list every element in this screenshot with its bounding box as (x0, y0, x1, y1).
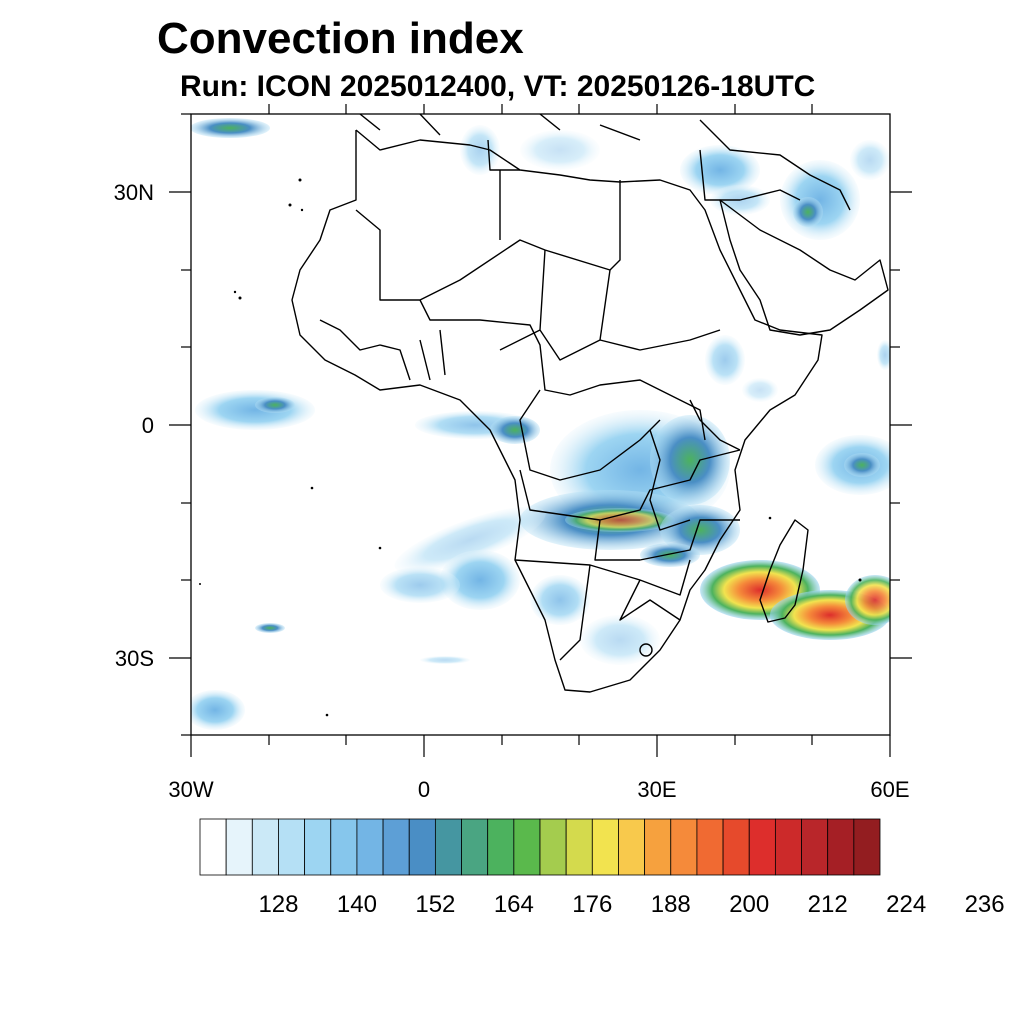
axis-ticks (169, 104, 912, 757)
colorbar-label: 164 (494, 891, 534, 918)
y-tick-label: 0 (142, 413, 154, 438)
colorbar-swatch (696, 818, 724, 876)
colorbar-label: 212 (808, 891, 848, 918)
y-tick-label: 30S (115, 646, 154, 671)
colorbar-swatch (434, 818, 462, 876)
colorbar-swatch (356, 818, 384, 876)
colorbar-swatch (565, 818, 593, 876)
colorbar-swatch (330, 818, 358, 876)
y-tick-label: 30N (114, 180, 154, 205)
map-panel (191, 114, 890, 735)
coastlines (291, 114, 889, 693)
colorbar-swatch (513, 818, 541, 876)
colorbar-label: 140 (337, 891, 377, 918)
y-tick-labels: 30N 0 30S (114, 180, 154, 671)
colorbar-swatch (670, 818, 698, 876)
colorbar-swatch (618, 818, 646, 876)
colorbar-swatch (382, 818, 410, 876)
colorbar-label: 176 (572, 891, 612, 918)
colorbar-swatch (487, 818, 515, 876)
colorbar-swatch (225, 818, 253, 876)
colorbar-swatch (722, 818, 750, 876)
colorbar-label: 200 (729, 891, 769, 918)
x-tick-labels: 30W 0 30E 60E (168, 777, 909, 802)
colorbar-swatch (199, 818, 227, 876)
colorbar-swatch (539, 818, 567, 876)
colorbar-swatch (304, 818, 332, 876)
convection-field (191, 118, 890, 730)
colorbar-swatch (748, 818, 776, 876)
colorbar-swatch (461, 818, 489, 876)
x-tick-label: 30W (168, 777, 213, 802)
colorbar-swatch (827, 818, 855, 876)
colorbar-swatch (408, 818, 436, 876)
colorbar-swatch (644, 818, 672, 876)
colorbar-label: 224 (886, 891, 926, 918)
x-tick-label: 0 (418, 777, 430, 802)
x-tick-label: 60E (870, 777, 909, 802)
colorbar-label: 188 (651, 891, 691, 918)
colorbar-swatch (801, 818, 829, 876)
colorbar: 128 140 152 164 176 188 200 212 224 236 (199, 818, 1005, 918)
colorbar-swatch (251, 818, 279, 876)
colorbar-swatch (774, 818, 802, 876)
islands (199, 178, 862, 717)
colorbar-label: 236 (965, 891, 1005, 918)
colorbar-swatch (278, 818, 306, 876)
colorbar-swatch (591, 818, 619, 876)
chart-subtitle: Run: ICON 2025012400, VT: 20250126-18UTC (180, 70, 816, 103)
colorbar-label: 128 (258, 891, 298, 918)
colorbar-label: 152 (415, 891, 455, 918)
x-tick-label: 30E (637, 777, 676, 802)
chart-title: Convection index (157, 14, 524, 63)
colorbar-swatch (853, 818, 881, 876)
